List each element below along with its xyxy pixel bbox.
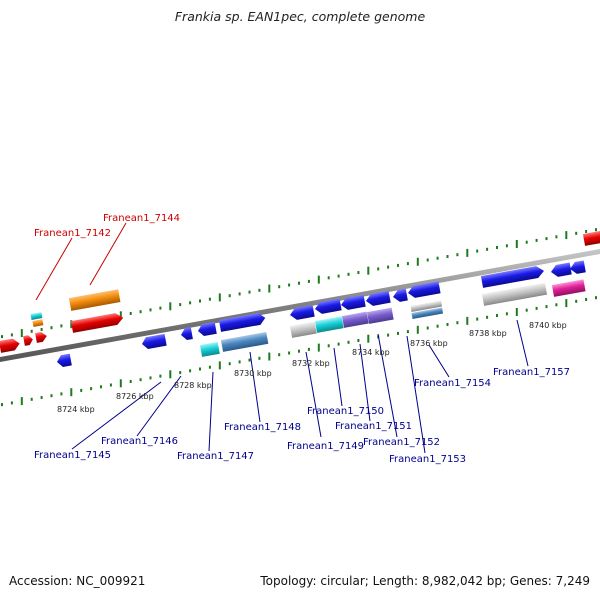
gene-label-franean1-7151[interactable]: Franean1_7151 <box>335 421 412 432</box>
gene-7151-purple[interactable] <box>341 311 369 328</box>
gene-red-7144b[interactable] <box>70 312 124 333</box>
gene-label-franean1-7147[interactable]: Franean1_7147 <box>177 451 254 462</box>
accession-text: Accession: NC_009921 <box>9 574 146 588</box>
kbp-label: 8732 kbp <box>292 359 330 368</box>
gene-label-franean1-7149[interactable]: Franean1_7149 <box>287 441 364 452</box>
gene-blue-7159[interactable] <box>569 260 586 274</box>
gene-franean1-7142[interactable] <box>30 312 43 320</box>
gene-7150-upper[interactable] <box>314 298 342 314</box>
gene-blue-7158[interactable] <box>550 262 572 278</box>
gene-red-left[interactable] <box>0 338 21 353</box>
genome-stats-text: Topology: circular; Length: 8,982,042 bp… <box>260 574 590 588</box>
genome-backbone <box>0 249 600 362</box>
kbp-label: 8730 kbp <box>234 369 272 378</box>
gene-7152-purple[interactable] <box>366 307 394 324</box>
gene-red-small-2[interactable] <box>35 331 48 343</box>
gene-label-franean1-7145[interactable]: Franean1_7145 <box>34 450 111 461</box>
gene-7146-blue[interactable] <box>141 333 167 350</box>
gene-7153-steel[interactable] <box>411 307 444 319</box>
gene-7157-gray[interactable] <box>481 282 548 306</box>
gene-7150-cyan[interactable] <box>314 316 344 333</box>
gene-7157-upper[interactable] <box>480 265 545 288</box>
kbp-label: 8738 kbp <box>469 329 507 338</box>
gene-orange-small[interactable] <box>32 319 44 327</box>
gene-7149-upper[interactable] <box>289 304 315 321</box>
kbp-label: 8740 kbp <box>529 321 567 330</box>
gene-7148-upper[interactable] <box>218 312 266 332</box>
kbp-label: 8728 kbp <box>174 381 212 390</box>
gene-7147-cyan[interactable] <box>199 341 220 357</box>
gene-7153-upper[interactable] <box>392 288 408 303</box>
kbp-label: 8724 kbp <box>57 405 95 414</box>
gene-features <box>0 230 600 368</box>
kbp-label: 8734 kbp <box>352 348 390 357</box>
gene-name-labels: Franean1_7142 Franean1_7144 Franean1_714… <box>34 213 570 465</box>
gene-label-franean1-7144[interactable]: Franean1_7144 <box>103 213 180 224</box>
kbp-scale-labels: 8724 kbp 8726 kbp 8728 kbp 8730 kbp 8732… <box>57 321 567 414</box>
gene-red-small-1[interactable] <box>23 334 34 346</box>
gene-7148-steel[interactable] <box>220 331 269 352</box>
gene-blue-small-a[interactable] <box>180 327 193 341</box>
gene-7151-upper[interactable] <box>340 294 366 311</box>
gene-7154-upper[interactable] <box>407 281 441 298</box>
gene-7145-blue[interactable] <box>56 353 72 368</box>
gene-label-franean1-7150[interactable]: Franean1_7150 <box>307 406 384 417</box>
gene-magenta[interactable] <box>551 279 586 297</box>
label-leader-lines <box>35 222 529 454</box>
page-title: Frankia sp. EAN1pec, complete genome <box>174 9 426 24</box>
gene-blue-small-b[interactable] <box>197 321 217 337</box>
gene-red-right[interactable] <box>582 230 600 246</box>
gene-label-franean1-7154[interactable]: Franean1_7154 <box>414 378 491 389</box>
gene-label-franean1-7152[interactable]: Franean1_7152 <box>363 437 440 448</box>
kbp-label: 8726 kbp <box>116 392 154 401</box>
gene-label-franean1-7146[interactable]: Franean1_7146 <box>101 436 178 447</box>
gene-franean1-7144[interactable] <box>68 289 121 311</box>
gene-label-franean1-7142[interactable]: Franean1_7142 <box>34 228 111 239</box>
gene-7149-gray[interactable] <box>289 321 317 338</box>
gene-7153-gray[interactable] <box>410 300 443 312</box>
gene-7152-upper[interactable] <box>365 290 391 307</box>
gene-label-franean1-7148[interactable]: Franean1_7148 <box>224 422 301 433</box>
gene-label-franean1-7157[interactable]: Franean1_7157 <box>493 367 570 378</box>
gene-label-franean1-7153[interactable]: Franean1_7153 <box>389 454 466 465</box>
kbp-label: 8736 kbp <box>410 339 448 348</box>
